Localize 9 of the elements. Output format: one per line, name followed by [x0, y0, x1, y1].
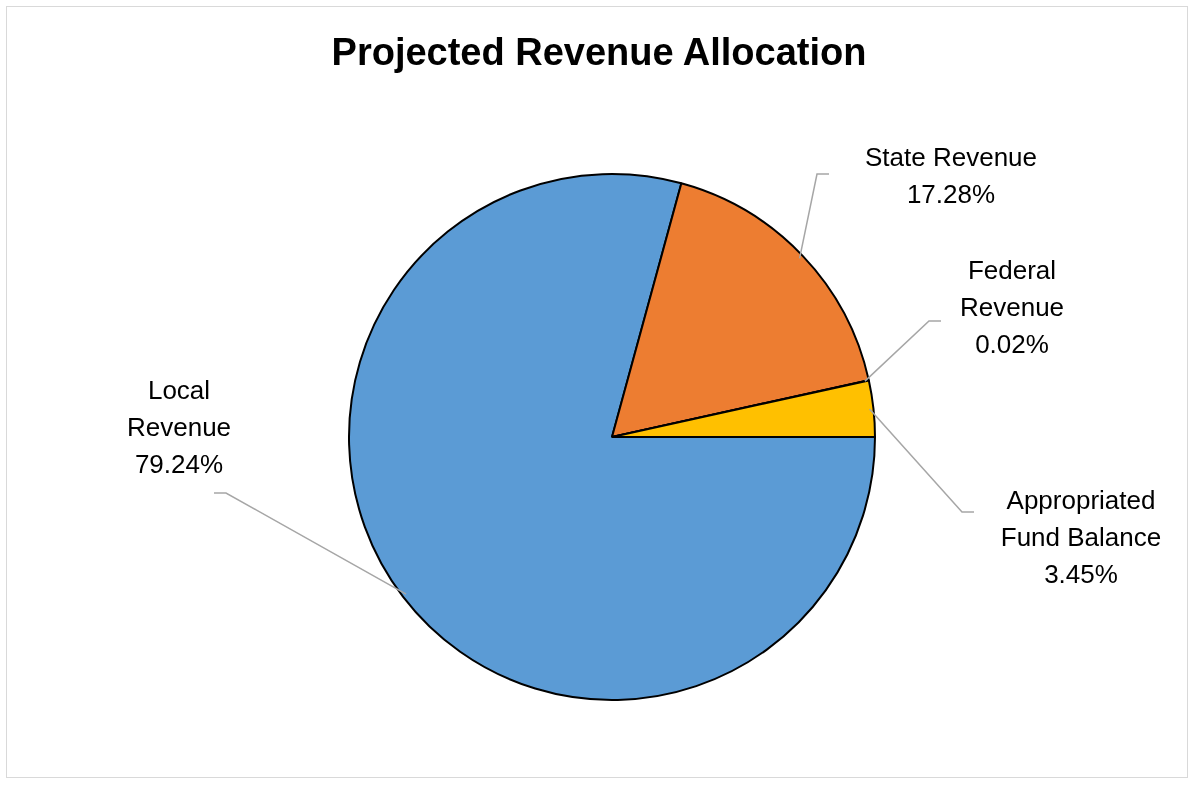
data-label: 0.02%	[975, 329, 1049, 360]
slice-label: Local Revenue	[126, 375, 232, 443]
slice-label: Appropriated Fund Balance	[1000, 485, 1162, 553]
data-label: 17.28%	[906, 178, 996, 209]
slice-label: Federal Revenue	[959, 255, 1065, 323]
data-label: 3.45%	[1044, 559, 1118, 590]
slice-label: State Revenue	[864, 141, 1038, 172]
data-label: 79.24%	[134, 449, 224, 480]
chart-title: Projected Revenue Allocation	[331, 31, 867, 74]
